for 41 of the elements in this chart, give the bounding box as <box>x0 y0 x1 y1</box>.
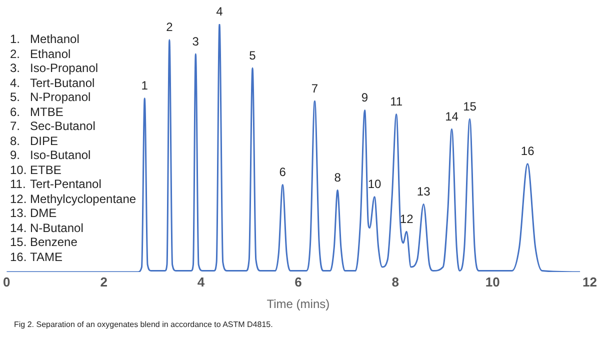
annotation: 14. N-Butanol <box>10 220 84 235</box>
x-axis-title: Time (mins) <box>266 297 330 312</box>
annotation: 4. Tert-Butanol <box>10 76 96 90</box>
annotation: 8 <box>334 170 342 184</box>
annotation: 11. Tert-Pentanol <box>10 177 102 192</box>
annotation: 9. Iso-Butanol <box>10 148 92 162</box>
x-tick-label: 0 <box>3 274 10 290</box>
x-tick-label: 8 <box>392 274 399 290</box>
annotation: 9 <box>361 90 368 105</box>
annotation: 5 <box>249 48 256 62</box>
annotation: 15 <box>463 99 477 114</box>
annotation: 1. Methanol <box>10 32 80 46</box>
annotation: 14 <box>445 109 459 124</box>
annotation: 13. DME <box>10 206 58 220</box>
annotation: 3. Iso-Propanol <box>10 61 100 76</box>
annotation: 12 <box>400 212 414 226</box>
annotation: 7. Sec-Butanol <box>10 119 96 134</box>
x-tick-label: 2 <box>100 274 108 290</box>
annotation: 12. Methylcyclopentane <box>10 192 136 206</box>
annotation: 2 <box>166 20 174 34</box>
x-tick-label: 4 <box>197 274 206 290</box>
annotation: 16 <box>520 144 535 158</box>
annotation: 10 <box>368 177 382 192</box>
annotation: 10. ETBE <box>10 162 62 177</box>
annotation: 8. DIPE <box>10 134 60 148</box>
annotation: 15. Benzene <box>10 235 78 250</box>
annotation: 6. MTBE <box>10 104 64 119</box>
x-tick-label: 10 <box>485 274 500 290</box>
caption: Fig 2. Separation of an oxygenates blend in accordance to ASTM D4815. <box>14 320 273 329</box>
annotation: 16. TAME <box>10 250 64 264</box>
annotation: 2. Ethanol <box>10 46 72 61</box>
x-tick-label: 6 <box>294 274 302 290</box>
annotation: 4 <box>216 4 224 18</box>
x-tick-label: 12 <box>582 274 598 290</box>
annotation: 6 <box>279 165 286 180</box>
annotation: 5. N-Propanol <box>10 90 92 104</box>
annotation: 1 <box>141 78 148 93</box>
annotation: 11 <box>390 94 403 109</box>
annotation: 13 <box>416 184 431 199</box>
annotation: 3 <box>192 34 200 48</box>
annotation: 7 <box>311 81 318 96</box>
